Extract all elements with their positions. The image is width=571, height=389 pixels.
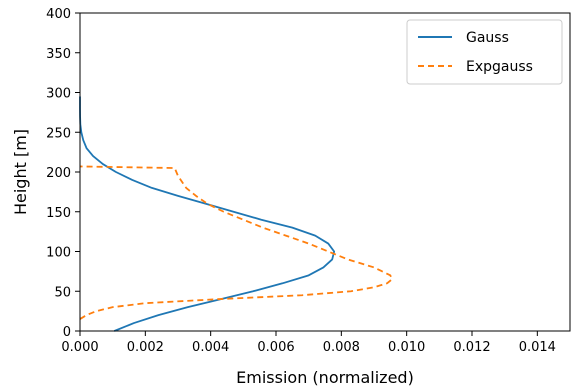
x-tick-label: 0.000 xyxy=(61,340,98,355)
y-tick-label: 250 xyxy=(46,126,71,141)
y-axis: 0 50 100 150 200 250 300 350 400 xyxy=(46,7,80,340)
series-line-gauss xyxy=(79,96,336,332)
y-tick-label: 0 xyxy=(63,325,71,340)
x-tick-label: 0.004 xyxy=(192,340,229,355)
y-tick-label: 300 xyxy=(46,87,71,102)
legend: Gauss Expgauss xyxy=(406,19,563,85)
x-tick-label: 0.012 xyxy=(453,340,490,355)
x-axis-label: Emission (normalized) xyxy=(236,368,414,387)
legend-label-expgauss: Expgauss xyxy=(466,59,533,75)
y-tick-label: 200 xyxy=(46,166,71,181)
x-tick-label: 0.008 xyxy=(323,340,360,355)
legend-label-gauss: Gauss xyxy=(466,30,509,46)
x-axis: 0.000 0.002 0.004 0.006 0.008 0.010 0.012 0.014 xyxy=(61,331,556,355)
x-tick-label: 0.010 xyxy=(388,340,425,355)
x-tick-label: 0.002 xyxy=(127,340,164,355)
y-tick-label: 100 xyxy=(46,246,71,261)
y-tick-label: 350 xyxy=(46,47,71,62)
y-tick-label: 400 xyxy=(46,7,71,22)
y-tick-label: 50 xyxy=(54,285,71,300)
series-line-expgauss xyxy=(79,165,393,320)
series-layer xyxy=(79,96,393,332)
x-tick-label: 0.006 xyxy=(257,340,294,355)
y-axis-label: Height [m] xyxy=(11,129,30,215)
y-tick-label: 150 xyxy=(46,206,71,221)
x-tick-label: 0.014 xyxy=(519,340,556,355)
